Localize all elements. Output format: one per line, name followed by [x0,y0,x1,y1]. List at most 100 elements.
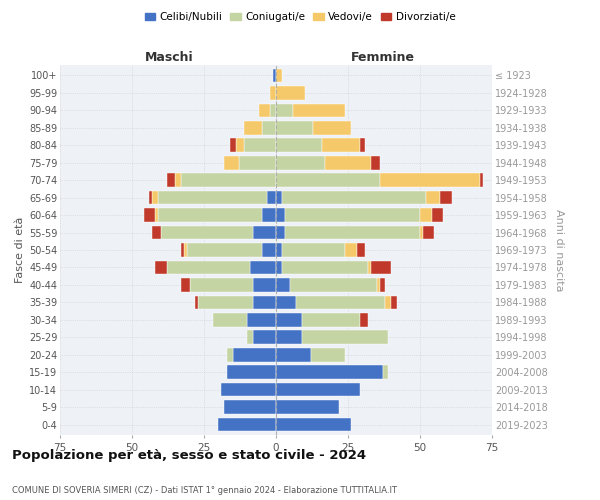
Bar [262,121,276,134]
Legend: Celibi/Nubili, Coniugati/e, Vedovi/e, Divorziati/e: Celibi/Nubili, Coniugati/e, Vedovi/e, Di… [140,8,460,26]
Bar [259,104,270,117]
Bar [143,208,155,222]
Text: Femmine: Femmine [350,51,415,64]
Y-axis label: Fasce di età: Fasce di età [14,217,25,283]
Bar [187,243,262,257]
Bar [167,260,250,274]
Bar [282,260,368,274]
Bar [196,296,198,309]
Bar [247,313,276,326]
Bar [276,296,296,309]
Bar [420,226,423,239]
Bar [253,296,276,309]
Bar [270,86,276,100]
Bar [276,104,293,117]
Bar [218,418,276,432]
Bar [359,313,368,326]
Bar [239,156,276,170]
Bar [224,156,239,170]
Bar [227,366,276,379]
Bar [181,174,276,187]
Bar [356,243,365,257]
Bar [276,68,282,82]
Bar [155,260,167,274]
Bar [276,348,311,362]
Bar [247,330,253,344]
Bar [423,226,434,239]
Bar [276,383,359,396]
Bar [273,68,276,82]
Bar [276,121,313,134]
Bar [276,313,302,326]
Bar [440,191,452,204]
Bar [302,313,359,326]
Bar [276,138,322,152]
Bar [276,191,282,204]
Bar [253,330,276,344]
Bar [385,296,391,309]
Bar [250,260,276,274]
Bar [371,156,380,170]
Bar [158,208,262,222]
Bar [149,191,152,204]
Bar [276,418,351,432]
Bar [276,400,340,414]
Bar [212,313,247,326]
Bar [224,400,276,414]
Bar [268,191,276,204]
Text: Maschi: Maschi [145,51,194,64]
Bar [276,208,284,222]
Bar [296,296,385,309]
Text: Popolazione per età, sesso e stato civile - 2024: Popolazione per età, sesso e stato civil… [12,450,366,462]
Bar [282,191,426,204]
Bar [167,174,175,187]
Bar [276,156,325,170]
Bar [276,86,305,100]
Bar [244,121,262,134]
Bar [368,260,371,274]
Bar [276,226,284,239]
Bar [184,243,187,257]
Bar [383,366,388,379]
Bar [311,348,345,362]
Bar [284,208,420,222]
Bar [325,156,371,170]
Bar [371,260,391,274]
Bar [262,208,276,222]
Bar [181,243,184,257]
Bar [230,138,236,152]
Bar [426,191,440,204]
Bar [253,278,276,291]
Bar [244,138,276,152]
Bar [236,138,244,152]
Bar [359,138,365,152]
Bar [262,243,276,257]
Bar [152,191,158,204]
Bar [431,208,443,222]
Bar [181,278,190,291]
Bar [284,226,420,239]
Bar [198,296,253,309]
Bar [380,174,481,187]
Bar [270,104,276,117]
Bar [152,226,161,239]
Bar [175,174,181,187]
Bar [227,348,233,362]
Bar [276,174,380,187]
Bar [313,121,351,134]
Bar [276,243,282,257]
Bar [276,278,290,291]
Bar [481,174,484,187]
Bar [293,104,345,117]
Bar [158,191,268,204]
Bar [282,243,345,257]
Bar [345,243,356,257]
Bar [276,260,282,274]
Bar [155,208,158,222]
Text: COMUNE DI SOVERIA SIMERI (CZ) - Dati ISTAT 1° gennaio 2024 - Elaborazione TUTTIT: COMUNE DI SOVERIA SIMERI (CZ) - Dati IST… [12,486,397,495]
Bar [322,138,359,152]
Bar [253,226,276,239]
Bar [221,383,276,396]
Bar [391,296,397,309]
Bar [420,208,431,222]
